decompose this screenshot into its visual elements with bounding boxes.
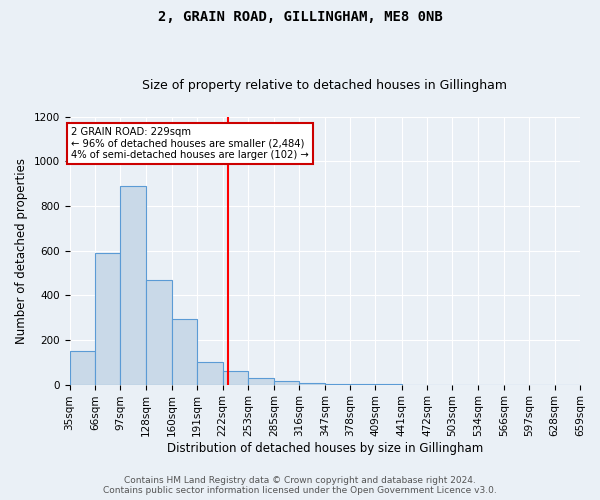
Bar	[172, 319, 197, 384]
Bar	[95, 253, 120, 384]
Text: Contains HM Land Registry data © Crown copyright and database right 2024.
Contai: Contains HM Land Registry data © Crown c…	[103, 476, 497, 495]
Text: 2, GRAIN ROAD, GILLINGHAM, ME8 0NB: 2, GRAIN ROAD, GILLINGHAM, ME8 0NB	[158, 10, 442, 24]
Bar	[120, 186, 146, 384]
Bar	[248, 378, 274, 384]
Title: Size of property relative to detached houses in Gillingham: Size of property relative to detached ho…	[142, 79, 507, 92]
Bar	[146, 280, 172, 384]
Bar	[274, 381, 299, 384]
Y-axis label: Number of detached properties: Number of detached properties	[15, 158, 28, 344]
Bar	[197, 362, 223, 384]
Bar	[223, 371, 248, 384]
Bar	[70, 351, 95, 384]
Text: 2 GRAIN ROAD: 229sqm
← 96% of detached houses are smaller (2,484)
4% of semi-det: 2 GRAIN ROAD: 229sqm ← 96% of detached h…	[71, 127, 309, 160]
X-axis label: Distribution of detached houses by size in Gillingham: Distribution of detached houses by size …	[167, 442, 483, 455]
